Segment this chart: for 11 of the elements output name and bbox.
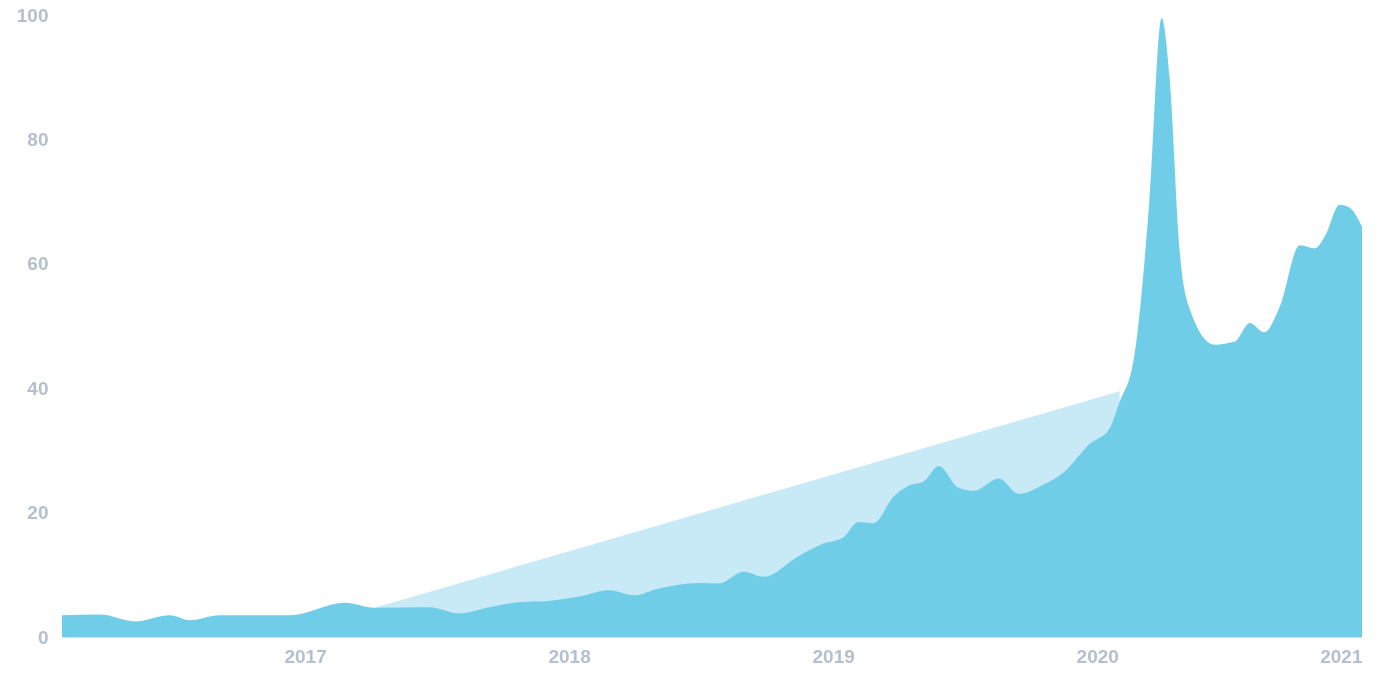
x-tick-label: 2017 xyxy=(284,645,327,667)
y-tick-label: 20 xyxy=(27,502,49,524)
y-tick-label: 100 xyxy=(16,4,49,26)
y-tick-label: 60 xyxy=(27,253,49,275)
y-tick-label: 0 xyxy=(37,626,49,648)
x-tick-label: 2021 xyxy=(1320,645,1363,667)
x-tick-label: 2018 xyxy=(548,645,591,667)
x-tick-label: 2019 xyxy=(812,645,855,667)
y-tick-label: 80 xyxy=(27,128,49,150)
x-tick-label: 2020 xyxy=(1076,645,1119,667)
y-tick-label: 40 xyxy=(27,377,49,399)
